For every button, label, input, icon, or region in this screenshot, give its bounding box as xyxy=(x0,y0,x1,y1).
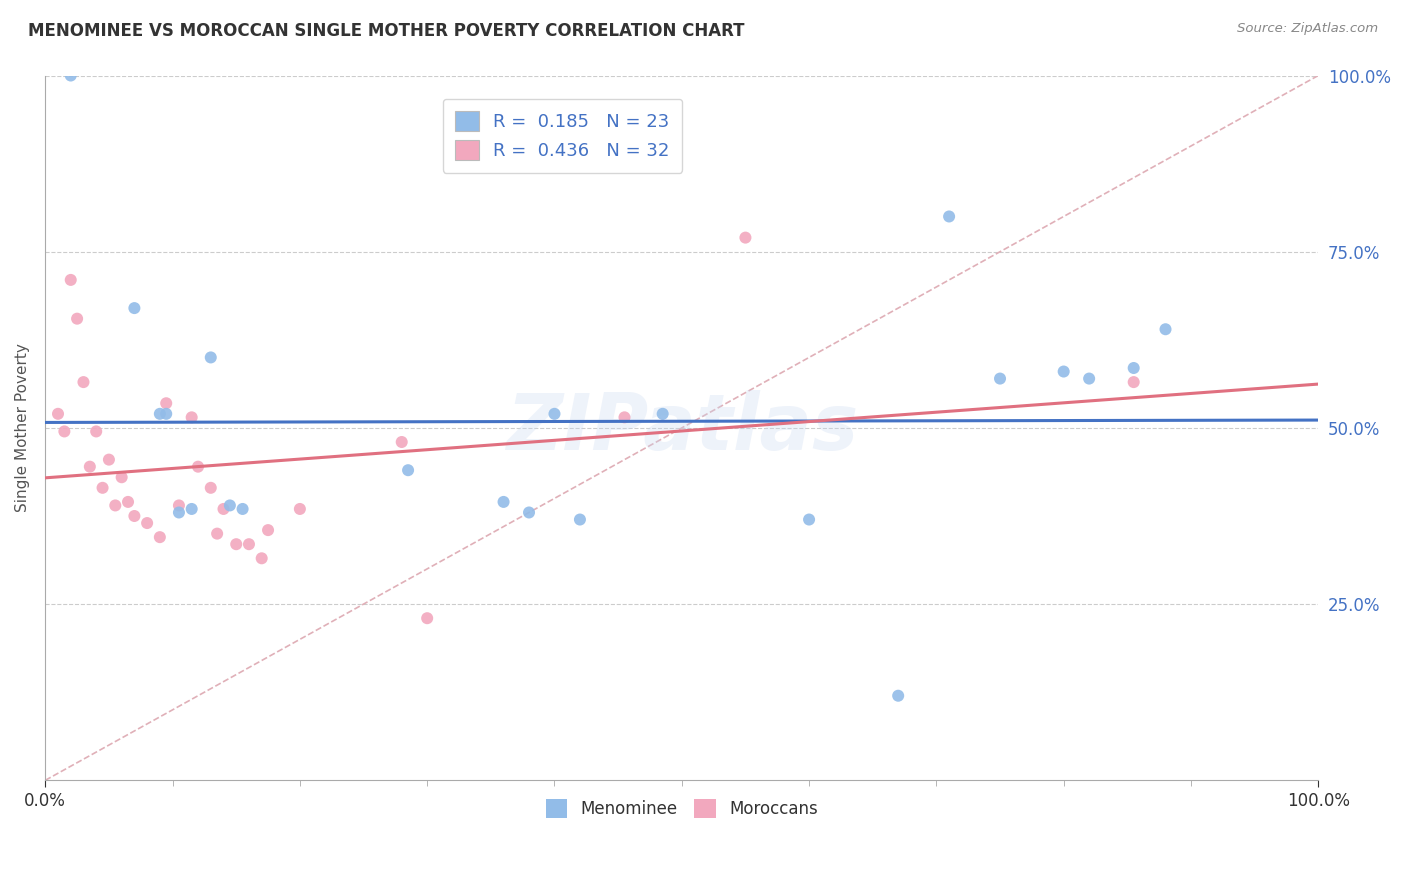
Point xyxy=(651,407,673,421)
Point xyxy=(91,481,114,495)
Point xyxy=(84,425,107,439)
Point xyxy=(66,311,89,326)
Point xyxy=(149,530,172,544)
Y-axis label: Single Mother Poverty: Single Mother Poverty xyxy=(15,343,30,512)
Point xyxy=(200,351,222,365)
Point xyxy=(117,495,139,509)
Point xyxy=(212,502,235,516)
Point xyxy=(104,499,127,513)
Point xyxy=(492,495,515,509)
Point xyxy=(72,375,94,389)
Point xyxy=(1154,322,1177,336)
Point xyxy=(200,481,222,495)
Point xyxy=(180,410,202,425)
Point xyxy=(167,506,190,520)
Point xyxy=(59,273,82,287)
Point xyxy=(205,526,228,541)
Point xyxy=(1078,371,1101,385)
Text: MENOMINEE VS MOROCCAN SINGLE MOTHER POVERTY CORRELATION CHART: MENOMINEE VS MOROCCAN SINGLE MOTHER POVE… xyxy=(28,22,745,40)
Point xyxy=(938,210,960,224)
Point xyxy=(988,371,1011,385)
Point xyxy=(734,230,756,244)
Point xyxy=(59,69,82,83)
Point xyxy=(46,407,69,421)
Point xyxy=(79,459,101,474)
Point xyxy=(391,435,413,450)
Point xyxy=(1122,375,1144,389)
Point xyxy=(136,516,159,530)
Point xyxy=(543,407,565,421)
Point xyxy=(1122,361,1144,376)
Point xyxy=(111,470,134,484)
Point xyxy=(887,689,910,703)
Point xyxy=(124,508,146,523)
Point xyxy=(225,537,247,551)
Text: ZIPatlas: ZIPatlas xyxy=(506,390,858,466)
Point xyxy=(1053,365,1076,379)
Point xyxy=(155,396,177,410)
Point xyxy=(613,410,636,425)
Text: Source: ZipAtlas.com: Source: ZipAtlas.com xyxy=(1237,22,1378,36)
Point xyxy=(180,502,202,516)
Point xyxy=(149,407,172,421)
Point xyxy=(288,502,311,516)
Point xyxy=(238,537,260,551)
Point xyxy=(517,506,540,520)
Point xyxy=(124,301,146,315)
Point xyxy=(167,499,190,513)
Point xyxy=(218,499,240,513)
Point xyxy=(53,425,76,439)
Point xyxy=(416,611,439,625)
Point xyxy=(257,523,280,537)
Legend: Menominee, Moroccans: Menominee, Moroccans xyxy=(538,793,825,825)
Point xyxy=(797,512,820,526)
Point xyxy=(396,463,419,477)
Point xyxy=(155,407,177,421)
Point xyxy=(187,459,209,474)
Point xyxy=(250,551,273,566)
Point xyxy=(568,512,591,526)
Point xyxy=(97,452,120,467)
Point xyxy=(232,502,254,516)
